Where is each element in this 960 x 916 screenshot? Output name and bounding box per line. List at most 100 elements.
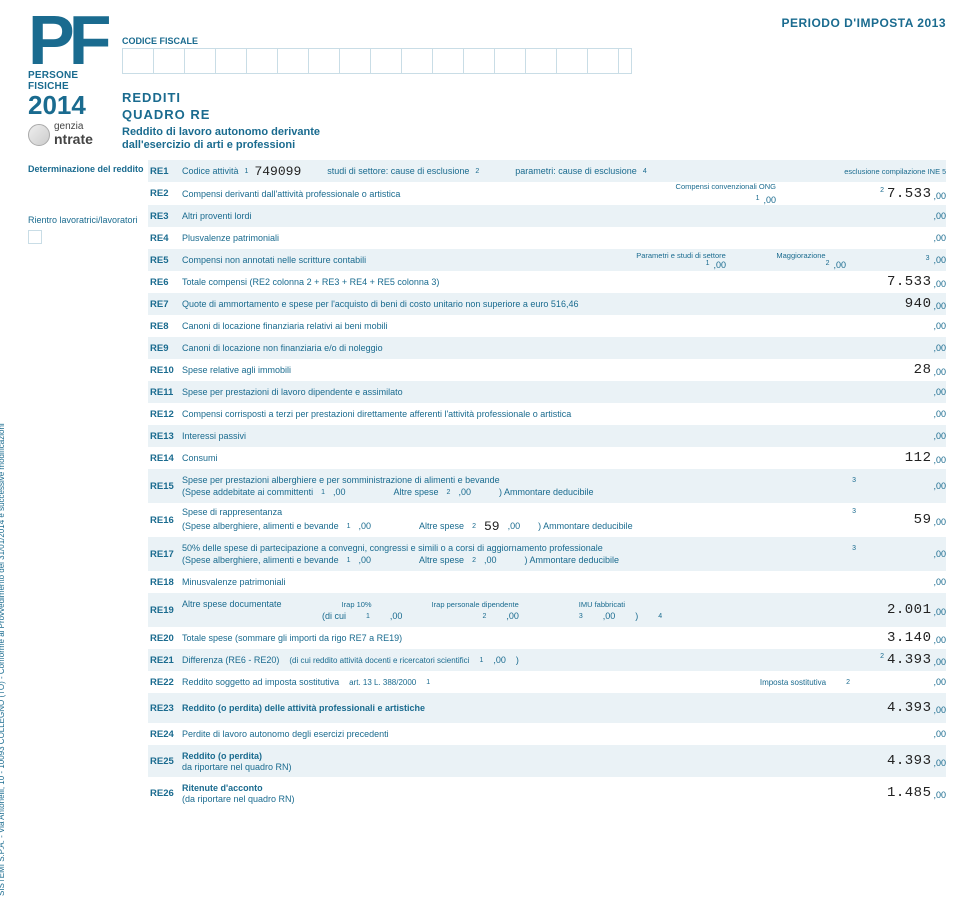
row-re12: RE12 Compensi corrisposti a terzi per pr… bbox=[148, 403, 946, 425]
row-re9: RE9 Canoni di locazione non finanziaria … bbox=[148, 337, 946, 359]
re11-desc: Spese per prestazioni di lavoro dipenden… bbox=[182, 387, 856, 397]
re17-desc: 50% delle spese di partecipazione a conv… bbox=[182, 543, 844, 553]
re19-irap10: Irap 10% bbox=[342, 600, 372, 609]
re19-imu: IMU fabbricati bbox=[579, 600, 625, 609]
agenzia-block: genzia ntrate bbox=[28, 122, 110, 147]
re2-code: RE2 bbox=[148, 188, 182, 199]
re24-code: RE24 bbox=[148, 729, 182, 740]
re22-desc: Reddito soggetto ad imposta sostitutiva bbox=[182, 677, 339, 687]
pf-year: 2014 bbox=[28, 92, 110, 118]
re3-code: RE3 bbox=[148, 211, 182, 222]
re5-magg: Maggiorazione bbox=[756, 251, 846, 260]
re16-amm: ) Ammontare deducibile bbox=[538, 521, 633, 531]
re26-val: 1.485 bbox=[887, 786, 932, 800]
re22-imp: Imposta sostitutiva bbox=[760, 678, 826, 687]
re1-codice-label: Codice attività bbox=[182, 166, 239, 176]
re15-desc: Spese per prestazioni alberghiere e per … bbox=[182, 475, 844, 485]
re18-desc: Minusvalenze patrimoniali bbox=[182, 577, 856, 587]
re7-code: RE7 bbox=[148, 299, 182, 310]
re1-codice-val: 749099 bbox=[254, 164, 301, 179]
row-re14: RE14 Consumi 112,00 bbox=[148, 447, 946, 469]
re13-desc: Interessi passivi bbox=[182, 431, 856, 441]
re16-val: 59 bbox=[914, 513, 932, 527]
rientro-label: Rientro lavoratrici/lavoratori bbox=[28, 215, 144, 226]
re23-code: RE23 bbox=[148, 703, 182, 714]
re17-altre: Altre spese bbox=[419, 555, 464, 565]
row-re21: RE21 Differenza (RE6 - RE20) (di cui red… bbox=[148, 649, 946, 671]
re5-code: RE5 bbox=[148, 255, 182, 266]
re22-code: RE22 bbox=[148, 677, 182, 688]
re19-desc: Altre spese documentate bbox=[182, 599, 282, 609]
re14-val: 112 bbox=[905, 451, 932, 465]
re8-desc: Canoni di locazione finanziaria relativi… bbox=[182, 321, 856, 331]
re15-code: RE15 bbox=[148, 481, 182, 492]
re14-desc: Consumi bbox=[182, 453, 856, 463]
row-re16: RE16 Spese di rappresentanza 3 (Spese al… bbox=[148, 503, 946, 537]
re25-desc1: Reddito (o perdita) bbox=[182, 751, 850, 761]
redditi-title: REDDITI bbox=[122, 90, 946, 105]
re21-desc-wrap: Differenza (RE6 - RE20) (di cui reddito … bbox=[182, 655, 856, 665]
re14-code: RE14 bbox=[148, 453, 182, 464]
re6-desc: Totale compensi (RE2 colonna 2 + RE3 + R… bbox=[182, 277, 856, 287]
row-re2: RE2 Compensi derivanti dall'attività pro… bbox=[148, 182, 946, 205]
re26-desc2: (da riportare nel quadro RN) bbox=[182, 794, 850, 804]
row-re26: RE26 Ritenute d'acconto (da riportare ne… bbox=[148, 777, 946, 809]
re16-altre-val: 59 bbox=[484, 519, 500, 534]
row-re10: RE10 Spese relative agli immobili 28,00 bbox=[148, 359, 946, 381]
re6-code: RE6 bbox=[148, 277, 182, 288]
re19-val: 2.001 bbox=[887, 603, 932, 617]
row-re23: RE23 Reddito (o perdita) delle attività … bbox=[148, 693, 946, 723]
subtitle-line1: Reddito di lavoro autonomo derivante bbox=[122, 126, 320, 138]
re9-desc: Canoni di locazione non finanziaria e/o … bbox=[182, 343, 856, 353]
re1-code: RE1 bbox=[148, 166, 182, 177]
quadro-title: QUADRO RE bbox=[122, 107, 946, 122]
periodo-imposta: PERIODO D'IMPOSTA 2013 bbox=[122, 16, 946, 30]
row-re8: RE8 Canoni di locazione finanziaria rela… bbox=[148, 315, 946, 337]
re1-parametri: parametri: cause di esclusione bbox=[515, 166, 637, 176]
agenzia-seal-icon bbox=[28, 124, 50, 146]
re20-val: 3.140 bbox=[887, 631, 932, 645]
re7-val: 940 bbox=[905, 297, 932, 311]
re22-desc-wrap: Reddito soggetto ad imposta sostitutiva … bbox=[182, 677, 856, 687]
row-re19: RE19 Altre spese documentate Irap 10% Ir… bbox=[148, 593, 946, 627]
re16-sub1: (Spese alberghiere, alimenti e bevande bbox=[182, 521, 339, 531]
re17-code: RE17 bbox=[148, 549, 182, 560]
re17-amm: ) Ammontare deducibile bbox=[524, 555, 619, 565]
re1-studi: studi di settore: cause di esclusione bbox=[327, 166, 469, 176]
re15-amm: ) Ammontare deducibile bbox=[499, 487, 594, 497]
re5-desc: Compensi non annotati nelle scritture co… bbox=[182, 255, 636, 265]
re1-desc: Codice attività 1 749099 studi di settor… bbox=[182, 164, 844, 179]
row-re17: RE17 50% delle spese di partecipazione a… bbox=[148, 537, 946, 571]
re26-code: RE26 bbox=[148, 788, 182, 799]
left-column: Determinazione del reddito Rientro lavor… bbox=[28, 160, 144, 809]
re19-irap-pers: Irap personale dipendente bbox=[432, 600, 519, 609]
rientro-checkbox[interactable] bbox=[28, 230, 42, 244]
re2-val: 7.533 bbox=[887, 187, 932, 201]
re21-sub: (di cui reddito attività docenti e ricer… bbox=[289, 656, 469, 665]
re26-desc: Ritenute d'acconto (da riportare nel qua… bbox=[182, 783, 856, 804]
re13-code: RE13 bbox=[148, 431, 182, 442]
re8-code: RE8 bbox=[148, 321, 182, 332]
re21-val: 4.393 bbox=[887, 653, 932, 667]
re2-desc: Compensi derivanti dall'attività profess… bbox=[182, 189, 676, 199]
re25-desc: Reddito (o perdita) da riportare nel qua… bbox=[182, 751, 856, 772]
re19-dicui: (di cui bbox=[322, 611, 346, 621]
re25-desc2: da riportare nel quadro RN) bbox=[182, 762, 850, 772]
pf-mark: PF bbox=[28, 12, 110, 68]
row-re4: RE4 Plusvalenze patrimoniali ,00 bbox=[148, 227, 946, 249]
re10-desc: Spese relative agli immobili bbox=[182, 365, 856, 375]
re5-param: Parametri e studi di settore bbox=[636, 251, 726, 260]
row-re24: RE24 Perdite di lavoro autonomo degli es… bbox=[148, 723, 946, 745]
re10-code: RE10 bbox=[148, 365, 182, 376]
row-re7: RE7 Quote di ammortamento e spese per l'… bbox=[148, 293, 946, 315]
re4-desc: Plusvalenze patrimoniali bbox=[182, 233, 856, 243]
agenzia-bot: ntrate bbox=[54, 131, 93, 147]
re16-code: RE16 bbox=[148, 515, 182, 526]
re23-desc: Reddito (o perdita) delle attività profe… bbox=[182, 703, 856, 713]
re11-code: RE11 bbox=[148, 387, 182, 398]
row-re1: RE1 Codice attività 1 749099 studi di se… bbox=[148, 160, 946, 182]
re4-code: RE4 bbox=[148, 233, 182, 244]
row-re11: RE11 Spese per prestazioni di lavoro dip… bbox=[148, 381, 946, 403]
re21-code: RE21 bbox=[148, 655, 182, 666]
cf-input-boxes[interactable] bbox=[122, 48, 632, 74]
